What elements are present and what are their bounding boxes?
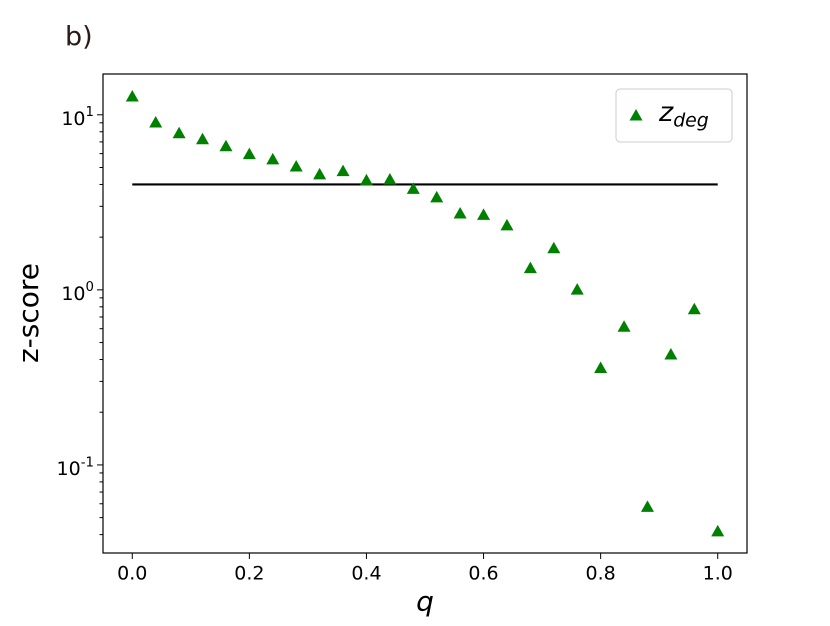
data-point bbox=[336, 164, 350, 177]
plot-frame bbox=[102, 73, 748, 554]
data-point bbox=[383, 172, 397, 185]
data-point bbox=[453, 206, 467, 219]
panel-label: b) bbox=[65, 22, 93, 53]
x-tick-label: 0.2 bbox=[234, 563, 264, 585]
data-point bbox=[640, 500, 654, 512]
data-point bbox=[289, 159, 303, 172]
data-point bbox=[313, 167, 327, 180]
y-tick-label: 100 bbox=[61, 280, 94, 304]
data-point bbox=[406, 182, 420, 194]
x-axis-label: q bbox=[416, 585, 434, 618]
data-point bbox=[570, 283, 584, 295]
data-point bbox=[430, 190, 444, 203]
data-point bbox=[172, 126, 186, 139]
data-point bbox=[219, 139, 233, 152]
x-tick-label: 1.0 bbox=[703, 563, 733, 585]
data-point bbox=[125, 90, 139, 102]
data-point bbox=[477, 208, 491, 220]
y-tick-label: 10-1 bbox=[57, 455, 94, 479]
data-point bbox=[523, 261, 537, 274]
y-axis-label: z-score bbox=[12, 263, 45, 363]
data-point bbox=[664, 348, 678, 360]
x-tick-label: 0.4 bbox=[351, 563, 381, 585]
y-tick-label: 101 bbox=[61, 105, 94, 129]
legend-box bbox=[615, 88, 733, 143]
data-point bbox=[594, 361, 608, 374]
data-point bbox=[500, 218, 514, 231]
legend-label: zdeg bbox=[658, 97, 709, 132]
data-point bbox=[266, 152, 280, 165]
x-tick-label: 0.8 bbox=[586, 563, 616, 585]
legend-marker bbox=[629, 109, 643, 121]
x-tick-label: 0.6 bbox=[468, 563, 498, 585]
data-point bbox=[687, 302, 701, 315]
x-tick-label: 0.0 bbox=[117, 563, 147, 585]
data-point bbox=[242, 147, 256, 160]
data-point bbox=[547, 241, 561, 254]
data-point bbox=[617, 320, 631, 332]
data-point bbox=[711, 524, 725, 537]
data-point bbox=[149, 115, 163, 128]
data-point bbox=[196, 132, 210, 145]
data-point bbox=[359, 173, 373, 186]
